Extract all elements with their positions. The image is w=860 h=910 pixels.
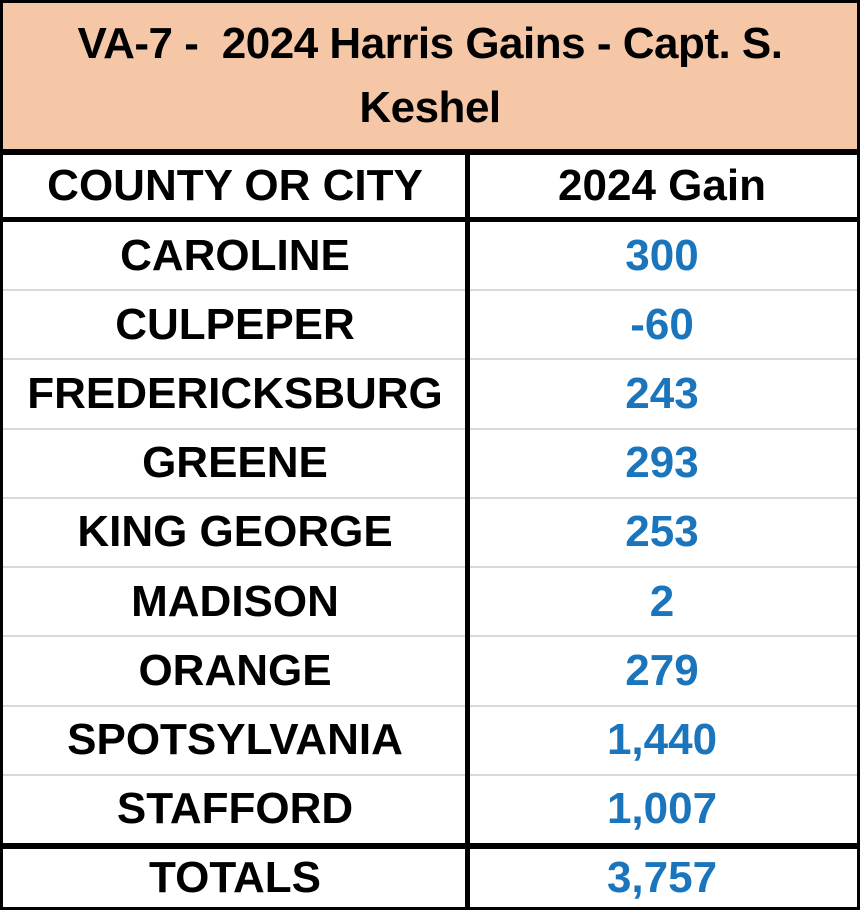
gain-value: 293 — [625, 438, 699, 488]
totals-label: TOTALS — [149, 853, 321, 902]
county-name: SPOTSYLVANIA — [67, 715, 403, 765]
column-divider-line — [465, 155, 470, 907]
gain-value: -60 — [630, 299, 694, 349]
county-name: ORANGE — [138, 645, 332, 695]
table-row: STAFFORD 1,007 — [3, 773, 857, 843]
gain-value: 1,440 — [606, 715, 718, 765]
totals-gain-value: 3,757 — [606, 853, 718, 902]
county-name: KING GEORGE — [77, 507, 393, 557]
county-name: CULPEPER — [115, 299, 355, 349]
county-name: STAFFORD — [116, 784, 354, 834]
table-row: MADISON 2 — [3, 566, 857, 636]
table-row: CULPEPER -60 — [3, 289, 857, 359]
gain-column-header: 2024 Gain — [558, 161, 766, 210]
table-row: CAROLINE 300 — [3, 222, 857, 290]
gain-value: 1,007 — [606, 784, 718, 834]
table-row: ORANGE 279 — [3, 635, 857, 705]
table-title: VA-7 - 2024 Harris Gains - Capt. S. Kesh… — [77, 19, 795, 132]
gain-value: 243 — [625, 369, 699, 419]
table-row: GREENE 293 — [3, 427, 857, 497]
county-name: MADISON — [131, 576, 339, 626]
county-name: GREENE — [142, 438, 328, 488]
table-body: CAROLINE 300 CULPEPER -60 FREDERICKSBURG… — [3, 222, 857, 843]
table-row: KING GEORGE 253 — [3, 496, 857, 567]
gain-value: 253 — [625, 507, 699, 557]
gain-value: 279 — [625, 645, 699, 695]
county-name: FREDERICKSBURG — [27, 369, 443, 419]
table-row: FREDERICKSBURG 243 — [3, 358, 857, 428]
table-title-banner: VA-7 - 2024 Harris Gains - Capt. S. Kesh… — [3, 3, 857, 155]
county-name: CAROLINE — [120, 230, 350, 280]
gain-value: 2 — [649, 576, 675, 626]
table-row: SPOTSYLVANIA 1,440 — [3, 704, 857, 774]
table-header-row: COUNTY OR CITY 2024 Gain — [3, 155, 857, 222]
county-column-header: COUNTY OR CITY — [47, 161, 423, 210]
totals-row: TOTALS 3,757 — [3, 843, 857, 907]
gain-value: 300 — [625, 230, 699, 280]
